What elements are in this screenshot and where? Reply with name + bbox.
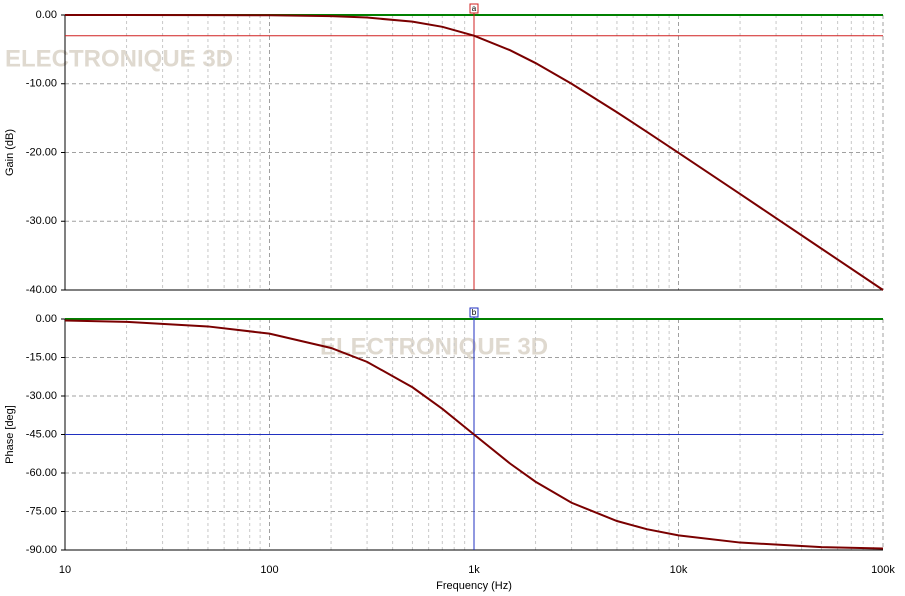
y-tick-label: -45.00: [26, 428, 57, 440]
y-tick-label: 0.00: [36, 9, 57, 21]
series-line: [64, 319, 884, 550]
cursor-label: a: [472, 4, 477, 13]
cursor-marker: [469, 3, 479, 14]
y-axis-label: Phase [deg]: [4, 405, 16, 464]
x-tick-label: 100k: [871, 564, 895, 576]
x-tick-label: 10: [59, 564, 71, 576]
y-tick-label: -30.00: [26, 390, 57, 402]
y-tick-label: 0.00: [36, 313, 57, 325]
watermark: ELECTRONIQUE 3D: [5, 45, 233, 72]
cursor-marker: [469, 307, 479, 318]
cursor-label: b: [472, 308, 477, 317]
y-tick-label: -30.00: [26, 215, 57, 227]
x-axis-label: Frequency (Hz): [436, 580, 512, 592]
y-tick-label: -40.00: [26, 284, 57, 296]
y-axis-label: Gain (dB): [4, 129, 16, 176]
y-tick-label: -75.00: [26, 505, 57, 517]
x-tick-label: 100: [260, 564, 278, 576]
y-tick-label: -60.00: [26, 467, 57, 479]
x-tick-label: 1k: [468, 564, 480, 576]
y-tick-label: -15.00: [26, 351, 57, 363]
y-tick-label: -10.00: [26, 78, 57, 90]
x-tick-label: 10k: [670, 564, 688, 576]
watermark: ELECTRONIQUE 3D: [320, 333, 548, 360]
series-line: [65, 14, 884, 291]
y-tick-label: -90.00: [26, 544, 57, 556]
y-tick-label: -20.00: [26, 146, 57, 158]
